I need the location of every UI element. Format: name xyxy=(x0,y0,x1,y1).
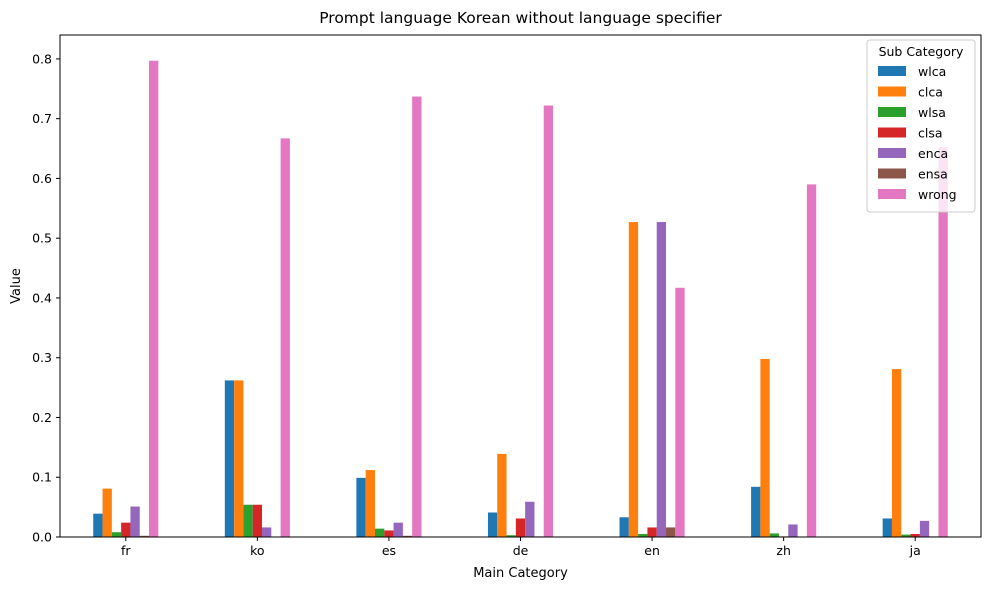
legend-swatch-clca xyxy=(878,86,906,97)
x-tick-label: en xyxy=(644,543,660,558)
bar-ja-wlca xyxy=(882,518,892,537)
x-axis-label: Main Category xyxy=(473,566,568,581)
y-tick-label: 0.7 xyxy=(32,111,52,126)
bar-ko-wrong xyxy=(280,138,290,537)
plot-frame xyxy=(59,34,982,538)
legend-items: wlca clca wlsa clsa enca ensa wrong xyxy=(878,64,957,202)
x-tick-label: ja xyxy=(909,543,921,558)
bar-ko-clca xyxy=(234,380,244,537)
bar-es-wlca xyxy=(356,477,366,537)
y-axis: 0.0 0.1 0.2 0.3 0.4 0.5 0.6 0.7 0.8 xyxy=(32,51,60,545)
bar-de-wlsa xyxy=(506,535,516,537)
bar-zh-wlca xyxy=(751,486,761,537)
bar-de-clca xyxy=(497,453,507,537)
chart-title: Prompt language Korean without language … xyxy=(319,9,722,27)
bar-de-enca xyxy=(525,501,535,537)
bar-ja-enca xyxy=(919,520,930,537)
bar-ko-wlca xyxy=(224,380,235,537)
legend-swatch-ensa xyxy=(878,168,906,179)
bar-fr-wrong xyxy=(149,60,159,537)
bar-fr-wlsa xyxy=(111,532,122,537)
bar-ja-wlsa xyxy=(901,534,911,537)
y-tick-label: 0.1 xyxy=(32,470,52,485)
bar-ko-clsa xyxy=(252,504,263,537)
y-tick-label: 0.4 xyxy=(32,290,52,305)
bar-zh-enca xyxy=(788,524,798,537)
bar-ja-wrong xyxy=(938,147,948,537)
bar-es-ensa xyxy=(402,535,413,537)
bar-ja-clsa xyxy=(910,534,920,537)
y-tick-label: 0.5 xyxy=(32,231,52,246)
bar-fr-enca xyxy=(130,506,140,537)
x-tick-label: ko xyxy=(250,543,264,558)
legend-label-wrong: wrong xyxy=(918,187,957,202)
bar-en-enca xyxy=(656,222,667,538)
x-axis: fr ko es de en zh ja xyxy=(121,537,921,558)
bar-fr-ensa xyxy=(139,535,150,537)
bar-ko-wlsa xyxy=(243,504,253,537)
x-tick-label: fr xyxy=(121,543,131,558)
legend-label-wlsa: wlsa xyxy=(918,105,946,120)
bar-es-clsa xyxy=(384,530,394,537)
bar-ko-enca xyxy=(262,527,272,537)
bar-en-wrong xyxy=(675,287,685,537)
x-tick-label: de xyxy=(513,543,529,558)
bar-es-wlsa xyxy=(374,528,385,537)
x-tick-label: zh xyxy=(776,543,790,558)
bar-en-wlca xyxy=(619,517,629,537)
bars-group xyxy=(93,60,948,538)
legend-label-wlca: wlca xyxy=(918,64,946,79)
bar-fr-clca xyxy=(102,488,112,537)
legend-label-clca: clca xyxy=(918,85,943,100)
bar-es-clca xyxy=(365,470,375,537)
legend-label-enca: enca xyxy=(918,146,948,161)
bar-es-wrong xyxy=(412,96,422,538)
legend-swatch-enca xyxy=(878,148,906,158)
y-tick-label: 0.6 xyxy=(32,171,52,186)
bar-zh-clca xyxy=(760,358,770,537)
legend-title: Sub Category xyxy=(879,44,964,59)
x-tick-label: es xyxy=(382,543,396,558)
bar-en-clsa xyxy=(647,527,657,537)
y-tick-label: 0.2 xyxy=(32,410,52,425)
bar-zh-wrong xyxy=(806,184,817,537)
bar-de-clsa xyxy=(515,518,526,537)
legend-swatch-clsa xyxy=(878,127,906,138)
y-axis-label: Value xyxy=(9,268,24,304)
y-tick-label: 0.3 xyxy=(32,350,52,365)
legend-label-clsa: clsa xyxy=(918,126,943,141)
y-tick-label: 0.8 xyxy=(32,51,52,66)
legend: Sub Category wlca clca wlsa clsa enca ensa wro… xyxy=(866,39,976,213)
y-tick-label: 0.0 xyxy=(32,530,52,545)
bar-zh-wlsa xyxy=(769,533,779,537)
bar-de-wrong xyxy=(543,105,554,538)
bar-de-wlca xyxy=(487,512,498,537)
bar-en-clca xyxy=(628,222,639,538)
bar-ja-clca xyxy=(891,369,902,537)
bar-en-wlsa xyxy=(638,534,648,537)
legend-label-ensa: ensa xyxy=(918,167,948,182)
bar-es-enca xyxy=(393,522,403,537)
bar-fr-wlca xyxy=(93,513,103,537)
bar-fr-clsa xyxy=(121,522,131,537)
bar-en-ensa xyxy=(666,527,676,537)
legend-swatch-wlca xyxy=(878,66,906,76)
legend-swatch-wrong xyxy=(878,189,906,199)
legend-swatch-wlsa xyxy=(878,107,906,117)
